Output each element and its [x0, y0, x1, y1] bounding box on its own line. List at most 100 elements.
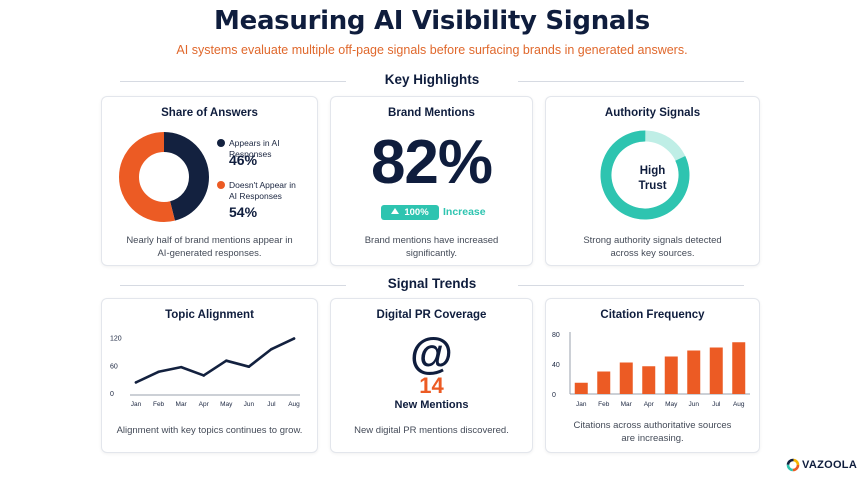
x-tick-label: Jul [267, 401, 276, 408]
trust-ring-gauge [600, 130, 690, 220]
x-tick-label: Feb [153, 401, 165, 408]
data-point [270, 347, 273, 351]
legend-value-not-appear: 54% [229, 204, 258, 220]
x-tick-label: Aug [733, 401, 745, 408]
divider [518, 81, 744, 82]
legend-swatch-not-appear [217, 181, 225, 189]
data-point [292, 337, 296, 340]
vazoola-logo-text: VAZOOLA [802, 459, 858, 471]
x-tick-label: Feb [598, 401, 610, 408]
divider [120, 285, 346, 286]
y-tick-label: 0 [552, 392, 556, 399]
card-title: Topic Alignment [165, 309, 254, 321]
page-subtitle: AI systems evaluate multiple off-page si… [176, 43, 688, 57]
data-point [224, 359, 228, 362]
y-tick-label: 40 [552, 362, 560, 369]
card-note: Nearly half of brand mentions appear in … [116, 234, 303, 260]
bar [664, 356, 678, 394]
new-mentions-label: New Mentions [394, 399, 469, 411]
brand-mentions-value: 82% [370, 128, 493, 197]
bar [597, 371, 611, 394]
x-tick-label: Apr [199, 401, 210, 408]
x-tick-label: Mar [176, 401, 188, 408]
legend-label-appears: Appears in AI Responses [229, 138, 280, 159]
series-line [134, 337, 296, 384]
x-tick-label: Aug [288, 401, 300, 408]
increase-label: Increase [443, 206, 486, 218]
data-point [202, 374, 206, 377]
card-title: Digital PR Coverage [376, 309, 487, 321]
y-tick-label: 80 [552, 332, 560, 339]
share-of-answers-card: Share of Answers Appears in AI Responses… [101, 96, 318, 266]
card-title: Citation Frequency [600, 309, 705, 321]
card-title: Brand Mentions [388, 107, 475, 119]
x-tick-label: Jan [576, 401, 587, 408]
bar [732, 342, 746, 394]
topic-alignment-line-chart: 0 60 120 Jan Feb Mar Apr May Jun Jul Aug [110, 336, 300, 408]
ring-label-line2: Trust [638, 180, 667, 192]
data-point [179, 365, 183, 369]
card-note: New digital PR mentions discovered. [354, 425, 509, 436]
card-note: Strong authority signals detected across… [560, 234, 745, 260]
increase-badge: 100% [381, 205, 439, 220]
data-point [247, 365, 251, 368]
y-tick-label: 120 [110, 336, 122, 343]
card-note-line: significantly. [405, 248, 458, 259]
digital-pr-card: Digital PR Coverage @ 14 New Mentions Ne… [330, 298, 533, 453]
donut-slice-not-appear [119, 132, 209, 222]
x-tick-label: Apr [644, 401, 655, 408]
x-tick-label: Jul [712, 401, 721, 408]
page-title: Measuring AI Visibility Signals [214, 6, 650, 36]
bar [574, 382, 588, 394]
vazoola-logo-icon [786, 458, 800, 472]
card-note-line: are increasing. [621, 433, 684, 444]
x-tick-label: Mar [621, 401, 633, 408]
legend-swatch-appears [217, 139, 225, 147]
card-note: Alignment with key topics continues to g… [116, 425, 303, 436]
card-note: Brand mentions have increased significan… [345, 234, 518, 260]
card-note-line: Brand mentions have increased [364, 235, 499, 246]
card-note-line: Nearly half of brand mentions appear in [126, 235, 293, 246]
legend-label-not-appear-line2: AI Responses [229, 191, 282, 201]
ring-fill [600, 130, 690, 220]
section-heading-trends: Signal Trends [120, 276, 744, 294]
brand-mentions-card: Brand Mentions 82% 100% Increase Brand m… [330, 96, 533, 266]
bar [709, 347, 723, 394]
arrow-up-icon [391, 208, 400, 214]
bar [687, 350, 701, 394]
card-title: Authority Signals [604, 107, 701, 119]
card-title: Share of Answers [161, 107, 258, 119]
divider [518, 285, 744, 286]
citation-frequency-bar-chart: 0 40 80 Jan Feb Mar Apr May Jun Jul Aug [552, 332, 750, 408]
topic-alignment-card: Topic Alignment 0 60 120 Jan Feb Mar Apr May Jun… [101, 298, 318, 453]
card-note-line: Strong authority signals detected [583, 235, 722, 246]
x-tick-label: Jan [131, 401, 142, 408]
section-heading-label: Signal Trends [387, 276, 477, 291]
x-tick-label: Jun [244, 401, 255, 408]
x-tick-label: Jun [689, 401, 700, 408]
card-note-line: Citations across authoritative sources [573, 420, 732, 431]
new-mentions-count: 14 [419, 373, 444, 398]
authority-signals-card: Authority Signals High Trust Strong auth… [545, 96, 760, 266]
section-heading-label: Key Highlights [384, 72, 480, 87]
citation-frequency-card: Citation Frequency 0 40 80 Jan Feb Mar Apr May J… [545, 298, 760, 453]
card-note: Citations across authoritative sources a… [560, 419, 745, 445]
increase-badge-value: 100% [404, 207, 429, 218]
x-tick-label: May [665, 401, 678, 408]
data-point [157, 370, 160, 374]
y-tick-label: 0 [110, 391, 114, 398]
x-tick-label: May [220, 401, 233, 408]
legend-label-not-appear: Doesn't Appear in [229, 180, 296, 190]
legend-value-appears: 46% [229, 152, 258, 168]
card-note-line: across key sources. [610, 248, 695, 259]
section-heading-highlights: Key Highlights [120, 72, 744, 90]
y-tick-label: 60 [110, 363, 118, 370]
data-point [134, 381, 138, 384]
divider [120, 81, 346, 82]
share-donut-chart [119, 132, 209, 222]
ring-label-line1: High [639, 165, 666, 177]
at-sign-icon: @ [410, 329, 453, 378]
bar [642, 366, 656, 394]
bar [619, 362, 633, 394]
card-note-line: AI-generated responses. [157, 248, 262, 259]
